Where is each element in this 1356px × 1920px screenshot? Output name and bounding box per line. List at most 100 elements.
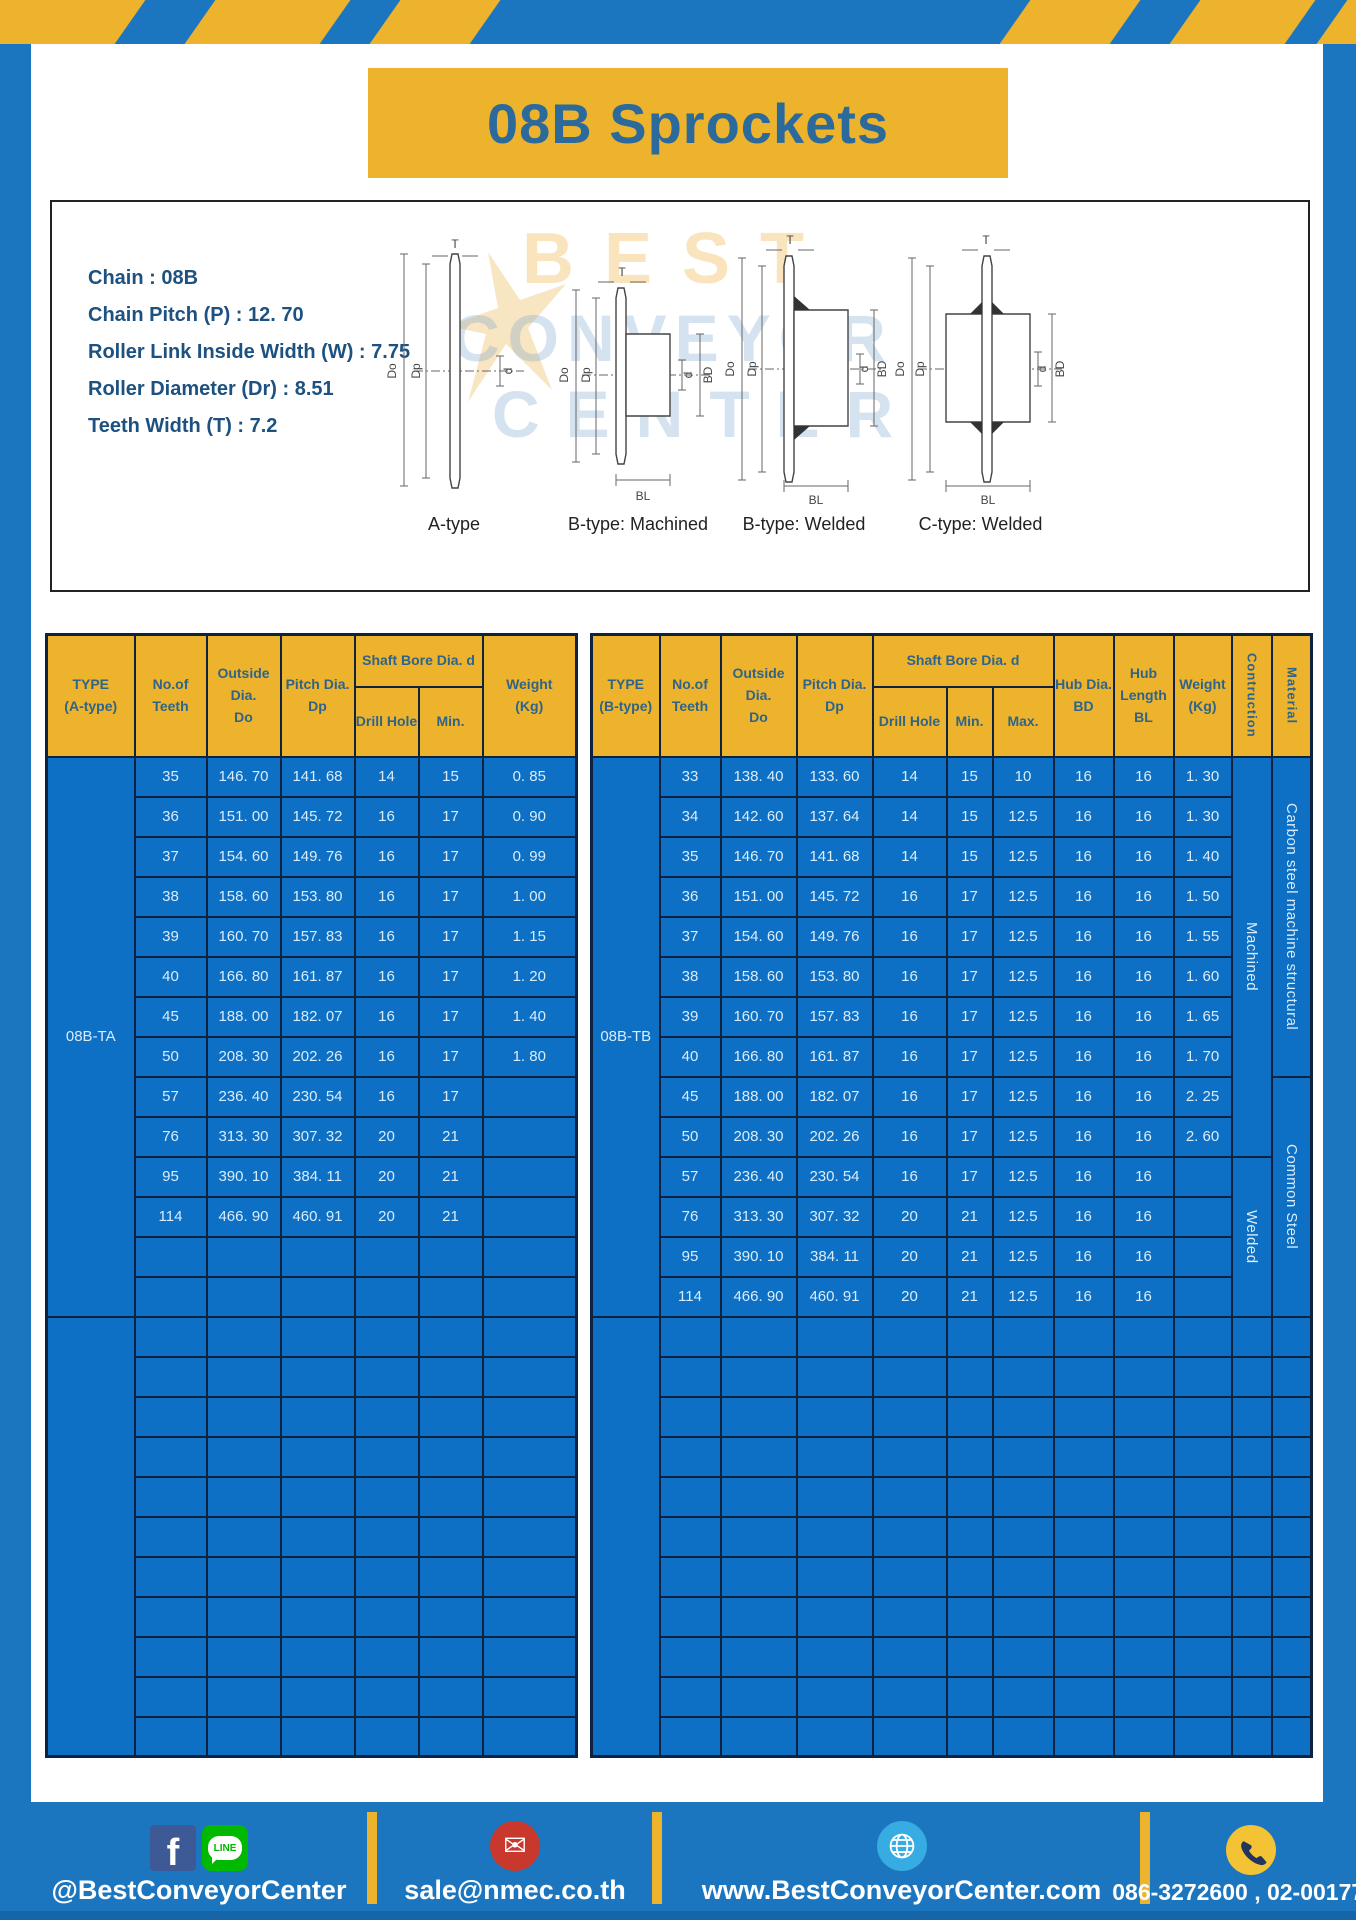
data-cell: [991, 1395, 1055, 1438]
data-cell: [279, 1395, 356, 1438]
empty-row: [47, 1675, 578, 1718]
data-cell: 145. 72: [279, 795, 356, 838]
footer-phone[interactable]: 086-3272600 , 02-0017766: [1112, 1810, 1356, 1906]
data-cell: [1112, 1675, 1175, 1718]
data-cell: 160. 70: [719, 995, 798, 1038]
footer-phone-numbers[interactable]: 086-3272600 , 02-0017766: [1112, 1879, 1356, 1905]
data-cell: [1052, 1555, 1115, 1598]
col-header-teeth: No.of Teeth: [658, 633, 722, 758]
data-cell: 460. 91: [279, 1195, 356, 1238]
data-cell: [417, 1355, 484, 1398]
data-cell: [719, 1515, 798, 1558]
data-cell: 76: [658, 1195, 722, 1238]
data-cell: [1112, 1395, 1175, 1438]
dim-d-label: d: [857, 366, 871, 373]
data-cell: 384. 11: [795, 1235, 874, 1278]
data-cell: 142. 60: [719, 795, 798, 838]
data-cell: [795, 1475, 874, 1518]
data-cell: [658, 1355, 722, 1398]
data-cell: [795, 1315, 874, 1358]
data-cell: [205, 1355, 282, 1398]
empty-row: [47, 1355, 578, 1398]
data-cell: [1052, 1515, 1115, 1558]
data-cell: 16: [871, 1075, 948, 1118]
data-cell: [719, 1395, 798, 1438]
data-cell: 15: [417, 755, 484, 798]
data-cell: 149. 76: [795, 915, 874, 958]
data-cell: [991, 1555, 1055, 1598]
data-cell: 16: [1112, 1195, 1175, 1238]
data-cell: 12.5: [991, 1075, 1055, 1118]
data-cell: [1172, 1195, 1233, 1238]
data-cell: 20: [871, 1275, 948, 1318]
data-cell: [481, 1675, 578, 1718]
data-cell: [1230, 1395, 1273, 1438]
data-cell: [1052, 1675, 1115, 1718]
data-cell: [1052, 1595, 1115, 1638]
footer-email[interactable]: ✉ sale@nmec.co.th: [378, 1810, 652, 1906]
dim-bl-label: BL: [981, 493, 996, 506]
data-cell: [353, 1635, 420, 1678]
data-cell: 12.5: [991, 1275, 1055, 1318]
data-cell: 158. 60: [719, 955, 798, 998]
data-cell: [205, 1635, 282, 1678]
data-cell: [945, 1555, 994, 1598]
dim-bl-label: BL: [809, 493, 824, 506]
data-cell: [795, 1635, 874, 1678]
facebook-icon[interactable]: f: [150, 1825, 196, 1872]
dim-do-label: Do: [385, 363, 399, 379]
data-cell: 1. 15: [481, 915, 578, 958]
data-cell: 16: [1112, 955, 1175, 998]
footer-website-text[interactable]: www.BestConveyorCenter.com: [701, 1875, 1102, 1905]
col-header-type: TYPE (B-type): [590, 633, 661, 758]
stripe: [363, 0, 507, 44]
col-header-shaft: Shaft Bore Dia. d: [871, 633, 1055, 688]
spec-line: Chain : 08B: [88, 267, 199, 289]
table-a-body-empty: [45, 1315, 578, 1758]
col-header-hub-len: Hub Length BL: [1112, 633, 1175, 758]
data-cell: 390. 10: [205, 1155, 282, 1198]
data-cell: [481, 1715, 578, 1758]
data-cell: [353, 1275, 420, 1318]
table-row: 40 166. 80 161. 87 16 17 12.5 16 16 1. 70: [592, 1035, 1312, 1078]
data-cell: 15: [945, 755, 994, 798]
data-cell: 16: [871, 1035, 948, 1078]
data-cell: 35: [133, 755, 208, 798]
data-cell: 1. 55: [1172, 915, 1233, 958]
data-cell: [353, 1515, 420, 1558]
data-cell: [417, 1315, 484, 1358]
data-cell: 12.5: [991, 955, 1055, 998]
data-cell: [481, 1075, 578, 1118]
data-cell: [205, 1395, 282, 1438]
data-cell: 182. 07: [795, 1075, 874, 1118]
footer-email-text[interactable]: sale@nmec.co.th: [404, 1875, 626, 1905]
data-cell: 141. 68: [279, 755, 356, 798]
header-row: Drill Hole Min. Max.: [592, 685, 1312, 758]
data-cell: [1270, 1435, 1313, 1478]
col-header-min: Min.: [417, 685, 484, 758]
data-cell: 154. 60: [719, 915, 798, 958]
data-cell: 384. 11: [279, 1155, 356, 1198]
data-cell: [279, 1475, 356, 1518]
data-cell: [658, 1715, 722, 1758]
footer-social-handle[interactable]: @BestConveyorCenter: [51, 1875, 347, 1905]
phone-icon[interactable]: [1226, 1825, 1276, 1875]
mail-icon[interactable]: ✉: [490, 1821, 540, 1871]
data-cell: [1112, 1315, 1175, 1358]
data-cell: 153. 80: [795, 955, 874, 998]
footer-social[interactable]: f LINE @BestConveyorCenter: [31, 1810, 367, 1906]
data-cell: 466. 90: [719, 1275, 798, 1318]
data-cell: [945, 1435, 994, 1478]
weld: [970, 302, 982, 314]
line-icon[interactable]: LINE: [202, 1825, 248, 1871]
data-cell: [1112, 1715, 1175, 1758]
data-cell: 17: [945, 1155, 994, 1198]
b-type-welded-drawing: T Do Dp d BD BL: [723, 233, 889, 506]
data-cell: 0. 99: [481, 835, 578, 878]
data-cell: [481, 1515, 578, 1558]
globe-icon[interactable]: [876, 1821, 927, 1871]
data-cell: [205, 1515, 282, 1558]
data-cell: [658, 1555, 722, 1598]
data-cell: 40: [658, 1035, 722, 1078]
footer-website[interactable]: www.BestConveyorCenter.com: [663, 1810, 1140, 1906]
